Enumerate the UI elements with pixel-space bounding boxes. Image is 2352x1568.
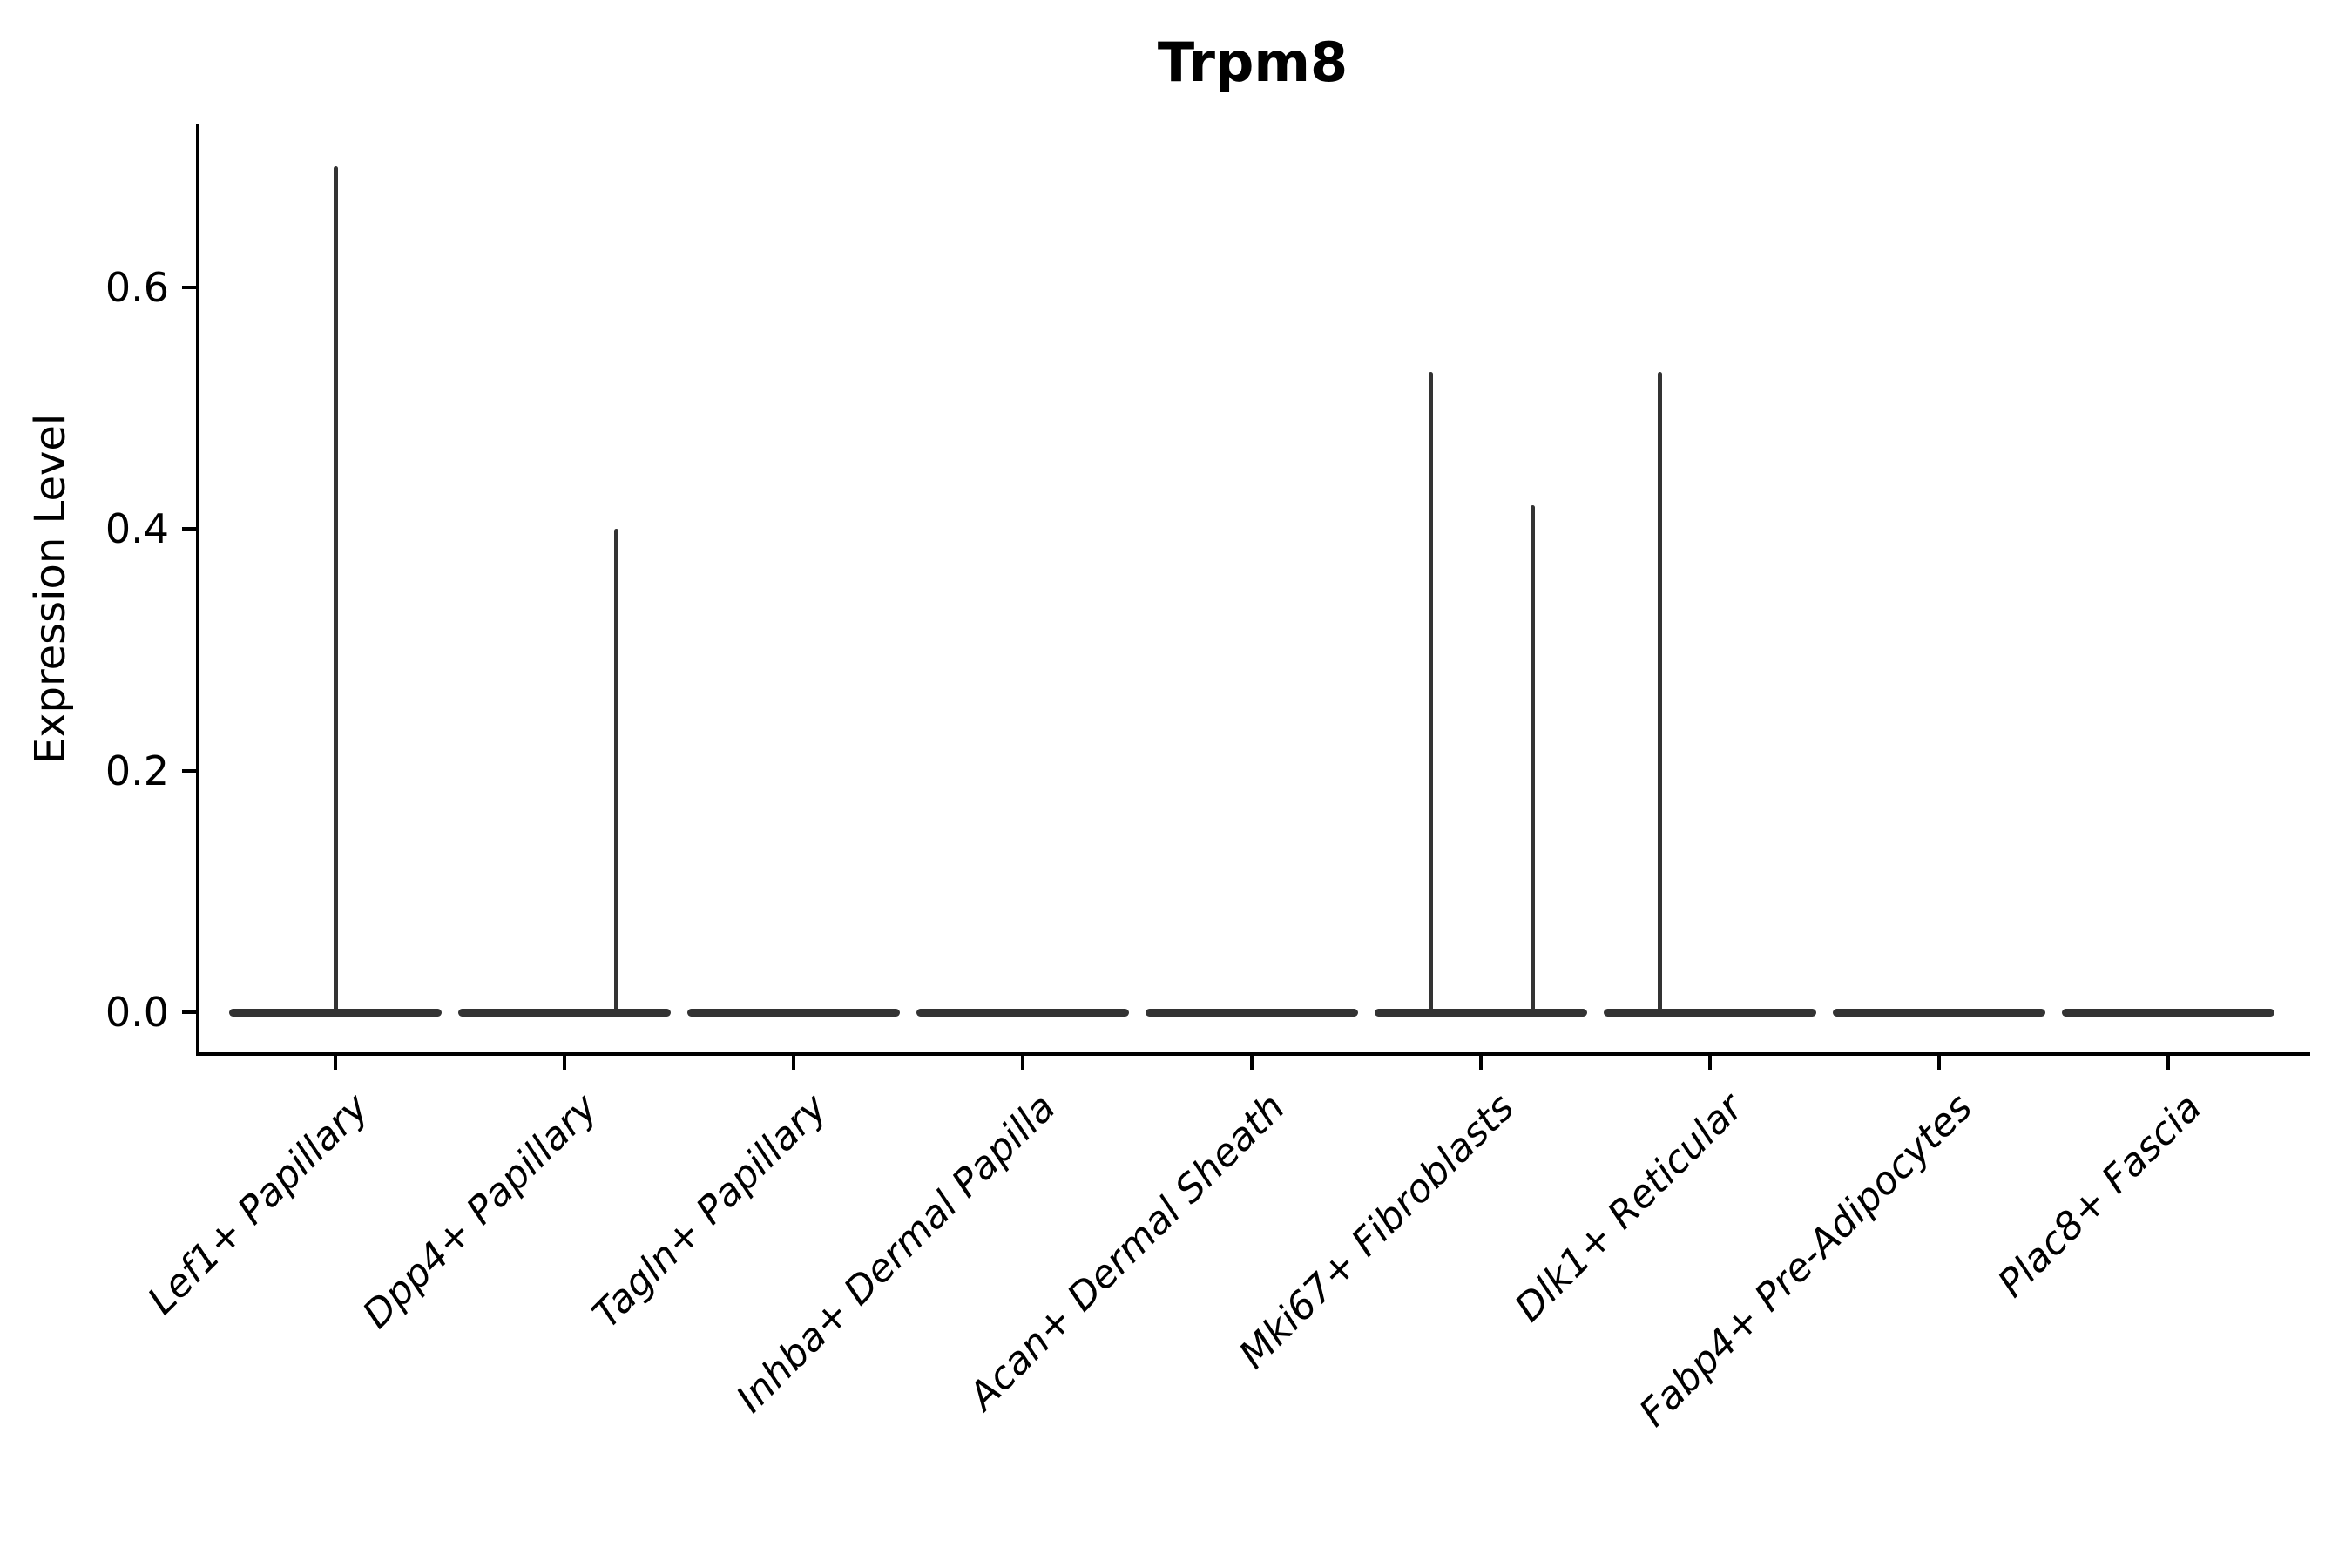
x-tick-mark: [563, 1056, 566, 1070]
x-tick-mark: [1479, 1056, 1483, 1070]
x-tick-label-text: Lef1+ Papillary: [139, 1085, 377, 1323]
violin-body: [687, 1008, 900, 1017]
violin-body: [1833, 1008, 2045, 1017]
x-tick-mark: [1937, 1056, 1941, 1070]
violin-spike: [333, 166, 338, 1012]
violin-body: [1604, 1008, 1816, 1017]
x-tick-label-text: Dlk1+ Reticular: [1506, 1085, 1752, 1331]
violin-spike: [1531, 504, 1536, 1012]
x-tick-mark: [2166, 1056, 2170, 1070]
x-tick-mark: [1708, 1056, 1712, 1070]
y-tick-label: 0.6: [105, 264, 169, 311]
y-tick-label: 0.4: [105, 505, 169, 552]
y-axis-label: Expression Level: [26, 413, 75, 765]
violin-body: [2062, 1008, 2274, 1017]
y-axis-spine: [196, 124, 199, 1056]
violin-body: [1146, 1008, 1358, 1017]
violin-body: [916, 1008, 1129, 1017]
x-tick-mark: [1250, 1056, 1254, 1070]
violin-body: [229, 1008, 442, 1017]
violin-spike: [1428, 372, 1433, 1012]
violin-body: [458, 1008, 671, 1017]
violin-spike: [613, 529, 618, 1012]
x-tick-mark: [1021, 1056, 1024, 1070]
y-tick-mark: [182, 286, 196, 289]
violin-spike: [1657, 372, 1662, 1012]
y-tick-label: 0.0: [105, 989, 169, 1036]
x-tick-mark: [792, 1056, 795, 1070]
y-tick-mark: [182, 769, 196, 773]
y-tick-mark: [182, 1010, 196, 1014]
chart-title: Trpm8: [1157, 30, 1348, 94]
x-tick-label-text: Tagln+ Papillary: [584, 1085, 835, 1337]
x-tick-mark: [334, 1056, 337, 1070]
violin-body: [1375, 1008, 1587, 1017]
x-axis-spine: [196, 1052, 2310, 1056]
y-tick-label: 0.2: [105, 747, 169, 794]
y-tick-mark: [182, 527, 196, 531]
x-tick-label-text: Plac8+ Fascia: [1989, 1085, 2210, 1307]
x-tick-label-text: Dpp4+ Papillary: [354, 1085, 606, 1337]
